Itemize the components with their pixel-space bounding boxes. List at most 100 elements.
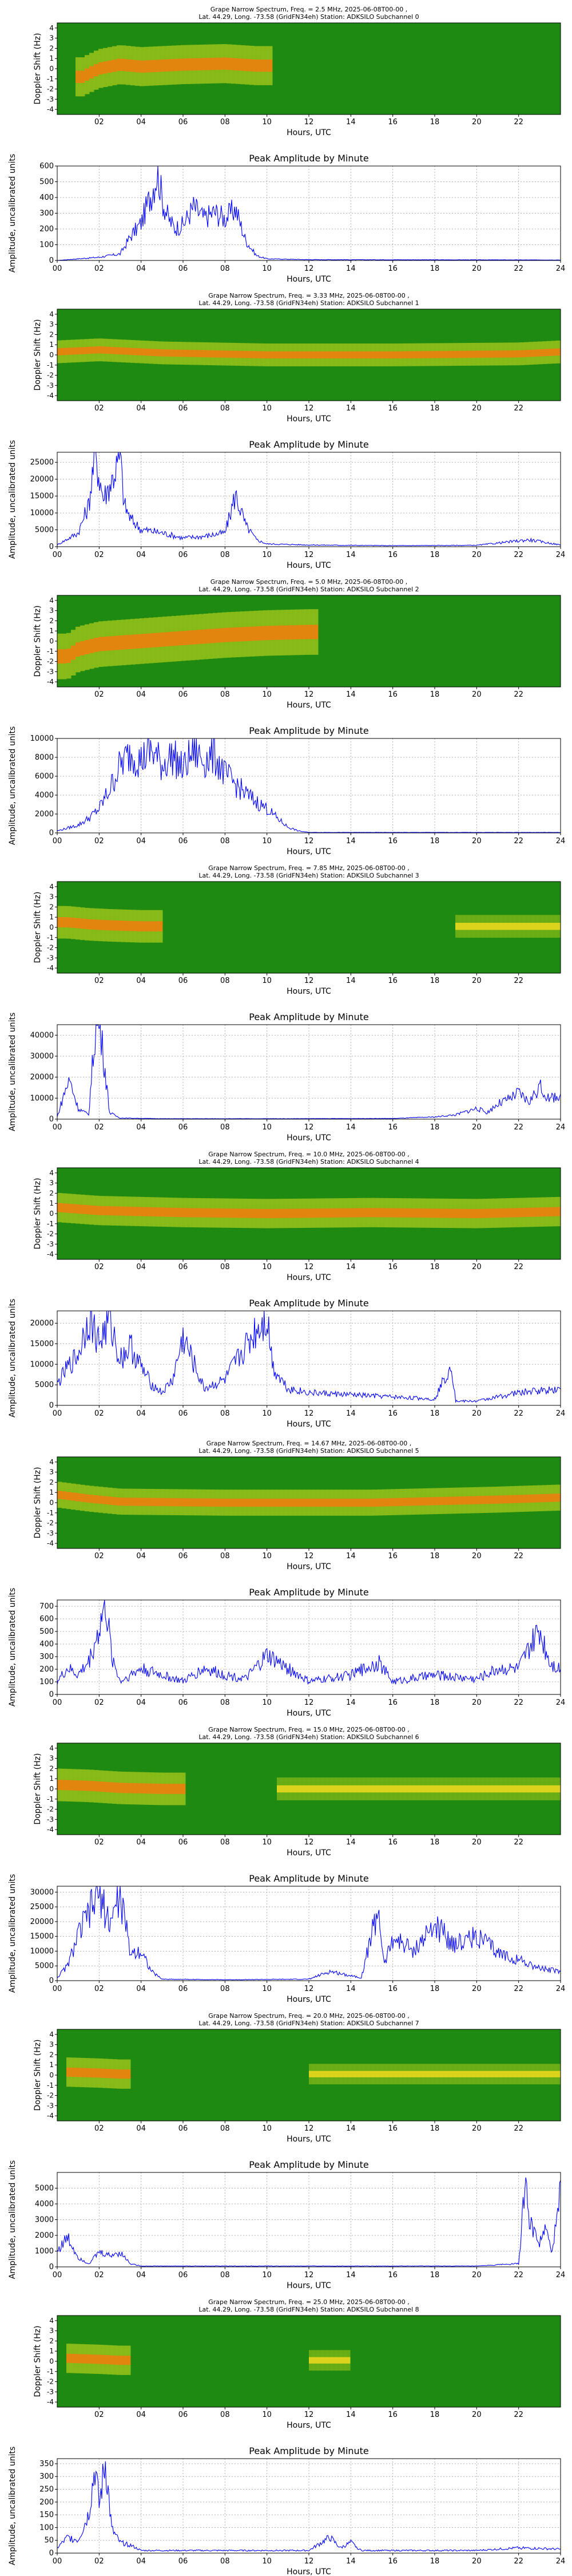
spectrum-core	[341, 2071, 346, 2077]
spectrum-core	[245, 58, 250, 72]
amplitude-title: Peak Amplitude by Minute	[249, 1012, 369, 1022]
spectrum-xtick-label: 22	[514, 690, 523, 699]
spectrum-core	[236, 1498, 241, 1507]
amplitude-ytick-label: 4000	[35, 791, 54, 800]
spectrum-core	[135, 1783, 140, 1793]
spectrum-xtick-label: 06	[178, 404, 188, 413]
spectrum-core	[176, 1208, 181, 1218]
spectrum-xtick-label: 22	[514, 1552, 523, 1560]
spectrum-xtick-label: 12	[304, 1552, 314, 1560]
spectrum-xtick-label: 08	[220, 1263, 230, 1271]
spectrum-core	[405, 1785, 410, 1793]
amplitude-ytick-label: 5000	[35, 2184, 54, 2193]
spectrum-core	[140, 634, 145, 649]
amplitude-series-line	[57, 1024, 561, 1119]
spectrum-core	[140, 1783, 145, 1794]
amplitude-title: Peak Amplitude by Minute	[249, 153, 369, 164]
spectrum-core	[208, 1498, 213, 1507]
spectrum-core	[76, 70, 81, 83]
spectrum-core	[135, 348, 140, 355]
spectrum-xtick-label: 16	[388, 977, 398, 985]
spectrum-core	[309, 625, 314, 639]
spectrum-core	[71, 347, 76, 355]
spectrum-core	[103, 637, 108, 651]
spectrum-core	[487, 350, 492, 358]
spectrum-core	[66, 1780, 72, 1791]
amplitude-panel-7: Peak Amplitude by Minute0100020003000400…	[8, 2159, 565, 2290]
spectrum-core	[547, 349, 552, 356]
amplitude-ylabel: Amplitude, uncalibrated units	[8, 154, 17, 273]
spectrum-core	[341, 1785, 346, 1793]
spectrum-xtick-label: 04	[136, 2411, 146, 2419]
amplitude-xtick-label: 06	[178, 1409, 188, 1418]
amplitude-xtick-label: 24	[556, 264, 566, 273]
spectrum-core	[469, 350, 474, 358]
spectrum-core	[506, 923, 511, 930]
spectrum-title: Grape Narrow Spectrum, Freq. = 25.0 MHz,…	[208, 2298, 410, 2306]
spectrum-core	[455, 350, 460, 358]
spectrum-core	[423, 1208, 428, 1218]
spectrum-core	[204, 58, 209, 70]
spectrum-core	[66, 2067, 72, 2077]
spectrum-core	[529, 2071, 534, 2077]
spectrum-core	[268, 626, 273, 641]
spectrum-core	[533, 1494, 538, 1503]
amplitude-xtick-label: 22	[514, 264, 523, 273]
spectrum-xtick-label: 14	[346, 1838, 356, 1847]
spectrum-panel-6: Grape Narrow Spectrum, Freq. = 15.0 MHz,…	[33, 1726, 561, 1858]
spectrum-core	[313, 625, 319, 639]
spectrum-core	[103, 346, 108, 354]
spectrum-core	[144, 348, 149, 356]
spectrum-core	[345, 2071, 351, 2077]
spectrum-core	[162, 349, 168, 357]
amplitude-background	[57, 1311, 561, 1405]
amplitude-xtick-label: 04	[136, 2557, 146, 2566]
spectrum-core	[382, 1785, 387, 1793]
amplitude-title: Peak Amplitude by Minute	[249, 725, 369, 736]
spectrum-core	[469, 2071, 474, 2077]
spectrum-xtick-label: 04	[136, 1838, 146, 1847]
spectrum-xtick-label: 08	[220, 2411, 230, 2419]
amplitude-xtick-label: 14	[346, 551, 356, 559]
amplitude-ylabel: Amplitude, uncalibrated units	[8, 1299, 17, 1418]
spectrum-core	[510, 2071, 515, 2077]
spectrum-core	[281, 351, 287, 359]
amplitude-xtick-label: 04	[136, 551, 146, 559]
spectrum-core	[277, 1498, 282, 1507]
amplitude-xtick-label: 10	[262, 837, 272, 846]
spectrum-core	[194, 58, 200, 70]
spectrum-ytick-label: -2	[47, 658, 54, 666]
spectrum-core	[451, 1496, 456, 1505]
spectrum-core	[76, 642, 81, 657]
spectrum-core	[387, 351, 392, 359]
amplitude-xtick-label: 10	[262, 1123, 272, 1132]
amplitude-ylabel: Amplitude, uncalibrated units	[8, 1588, 17, 1707]
spectrum-core	[460, 2071, 465, 2077]
spectrum-core	[350, 2071, 355, 2077]
spectrum-xtick-label: 20	[472, 977, 482, 985]
amplitude-panel-6: Peak Amplitude by Minute 0 5000 10000 15000 2…	[8, 1873, 565, 2004]
spectrum-core	[506, 1785, 511, 1793]
spectrum-core	[492, 350, 497, 358]
spectrum-xtick-label: 08	[220, 404, 230, 413]
spectrum-xtick-label: 10	[262, 118, 272, 127]
spectrum-ylabel: Doppler Shift (Hz)	[33, 1467, 42, 1539]
spectrum-ytick-label: -3	[47, 1529, 54, 1537]
spectrum-core	[474, 2071, 479, 2077]
spectrum-core	[108, 1206, 113, 1216]
amplitude-xtick-label: 20	[472, 837, 482, 846]
spectrum-core	[300, 351, 305, 359]
spectrum-core	[442, 1496, 447, 1506]
amplitude-xtick-label: 14	[346, 1698, 356, 1707]
spectrum-core	[222, 627, 227, 642]
spectrum-xtick-label: 12	[304, 2124, 314, 2133]
spectrum-panel-1: Grape Narrow Spectrum, Freq. = 3.33 MHz,…	[33, 292, 561, 424]
spectrum-core	[460, 1496, 465, 1505]
spectrum-core	[112, 920, 117, 931]
spectrum-core	[217, 57, 223, 70]
amplitude-ytick-label: 300	[39, 1653, 54, 1661]
spectrum-xtick-label: 06	[178, 1263, 188, 1271]
spectrum-core	[391, 2071, 396, 2077]
spectrum-xtick-label: 22	[514, 404, 523, 413]
